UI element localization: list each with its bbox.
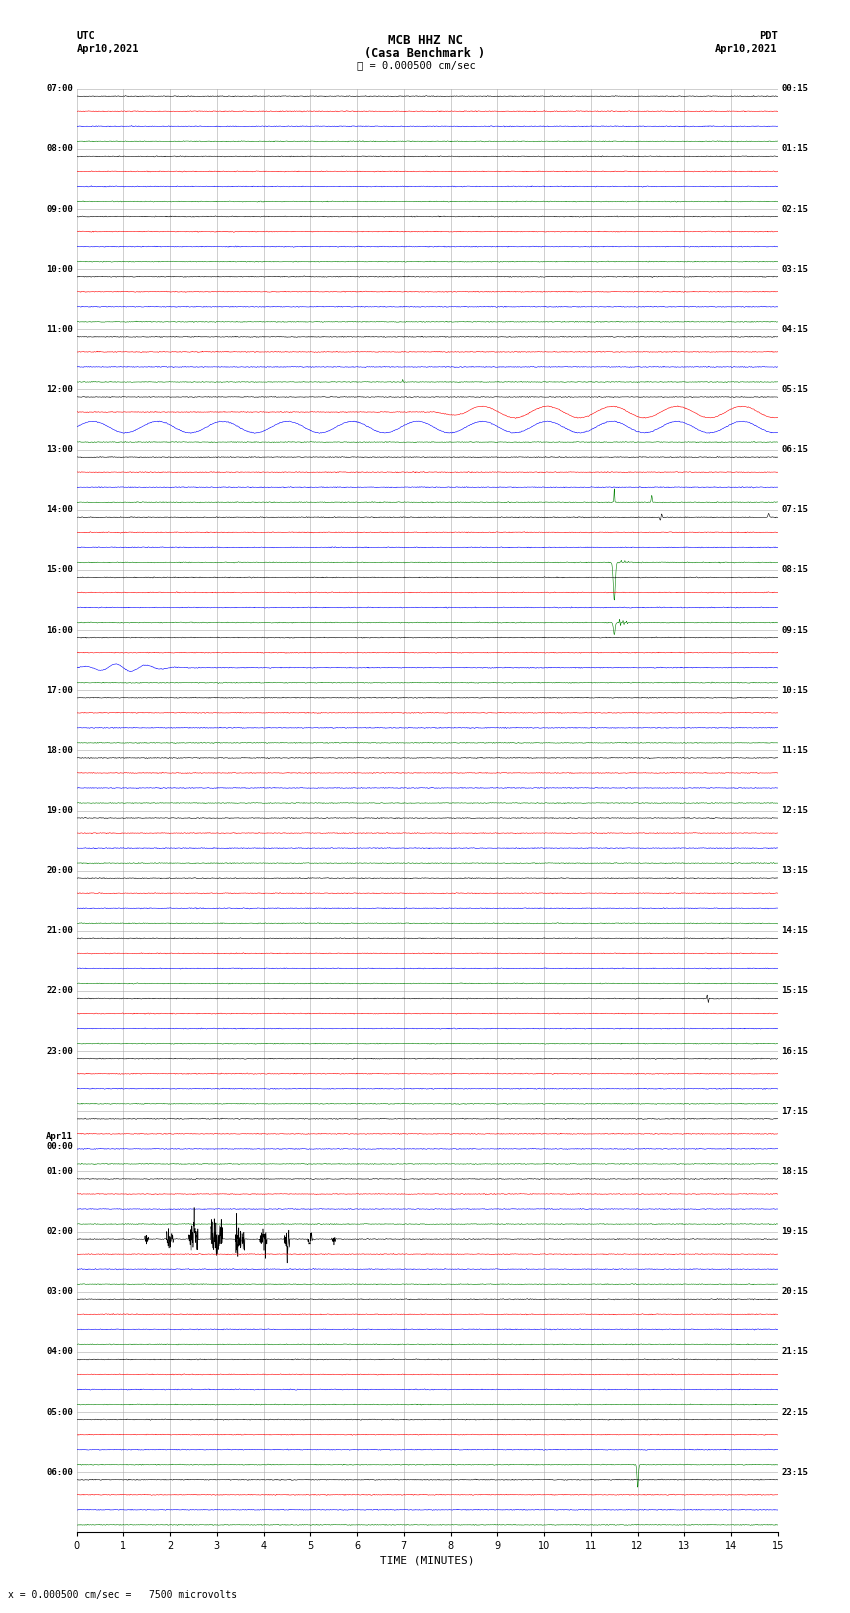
Text: 02:15: 02:15 bbox=[781, 205, 808, 213]
Text: 02:00: 02:00 bbox=[46, 1227, 73, 1236]
Text: 21:15: 21:15 bbox=[781, 1347, 808, 1357]
Text: 08:15: 08:15 bbox=[781, 566, 808, 574]
Text: 01:15: 01:15 bbox=[781, 145, 808, 153]
Text: 22:15: 22:15 bbox=[781, 1408, 808, 1416]
Text: 16:00: 16:00 bbox=[46, 626, 73, 634]
Text: 12:00: 12:00 bbox=[46, 386, 73, 394]
Text: 09:00: 09:00 bbox=[46, 205, 73, 213]
Text: 14:00: 14:00 bbox=[46, 505, 73, 515]
Text: 23:00: 23:00 bbox=[46, 1047, 73, 1055]
Text: 03:15: 03:15 bbox=[781, 265, 808, 274]
Text: 09:15: 09:15 bbox=[781, 626, 808, 634]
Text: x = 0.000500 cm/sec =   7500 microvolts: x = 0.000500 cm/sec = 7500 microvolts bbox=[8, 1590, 238, 1600]
Text: 18:15: 18:15 bbox=[781, 1166, 808, 1176]
Text: (Casa Benchmark ): (Casa Benchmark ) bbox=[365, 47, 485, 60]
Text: 14:15: 14:15 bbox=[781, 926, 808, 936]
Text: 21:00: 21:00 bbox=[46, 926, 73, 936]
Text: 07:15: 07:15 bbox=[781, 505, 808, 515]
Text: 11:00: 11:00 bbox=[46, 324, 73, 334]
Text: 19:00: 19:00 bbox=[46, 806, 73, 815]
Text: 08:00: 08:00 bbox=[46, 145, 73, 153]
Text: 23:15: 23:15 bbox=[781, 1468, 808, 1476]
Text: 01:00: 01:00 bbox=[46, 1166, 73, 1176]
Text: 19:15: 19:15 bbox=[781, 1227, 808, 1236]
Text: 13:15: 13:15 bbox=[781, 866, 808, 876]
Text: PDT: PDT bbox=[759, 31, 778, 40]
Text: Apr10,2021: Apr10,2021 bbox=[76, 44, 139, 53]
Text: 04:00: 04:00 bbox=[46, 1347, 73, 1357]
Text: Apr11
00:00: Apr11 00:00 bbox=[46, 1132, 73, 1152]
Text: 12:15: 12:15 bbox=[781, 806, 808, 815]
Text: 03:00: 03:00 bbox=[46, 1287, 73, 1297]
Text: 16:15: 16:15 bbox=[781, 1047, 808, 1055]
Text: UTC: UTC bbox=[76, 31, 95, 40]
Text: 22:00: 22:00 bbox=[46, 987, 73, 995]
Text: 10:15: 10:15 bbox=[781, 686, 808, 695]
Text: 06:00: 06:00 bbox=[46, 1468, 73, 1476]
Text: 11:15: 11:15 bbox=[781, 745, 808, 755]
Text: 06:15: 06:15 bbox=[781, 445, 808, 455]
Text: 17:00: 17:00 bbox=[46, 686, 73, 695]
Text: 05:15: 05:15 bbox=[781, 386, 808, 394]
Text: 15:00: 15:00 bbox=[46, 566, 73, 574]
Text: ⏐ = 0.000500 cm/sec: ⏐ = 0.000500 cm/sec bbox=[357, 60, 476, 69]
Text: 20:15: 20:15 bbox=[781, 1287, 808, 1297]
X-axis label: TIME (MINUTES): TIME (MINUTES) bbox=[380, 1555, 474, 1566]
Text: 20:00: 20:00 bbox=[46, 866, 73, 876]
Text: 00:15: 00:15 bbox=[781, 84, 808, 94]
Text: 10:00: 10:00 bbox=[46, 265, 73, 274]
Text: MCB HHZ NC: MCB HHZ NC bbox=[388, 34, 462, 47]
Text: 07:00: 07:00 bbox=[46, 84, 73, 94]
Text: 13:00: 13:00 bbox=[46, 445, 73, 455]
Text: Apr10,2021: Apr10,2021 bbox=[715, 44, 778, 53]
Text: 17:15: 17:15 bbox=[781, 1107, 808, 1116]
Text: 05:00: 05:00 bbox=[46, 1408, 73, 1416]
Text: 15:15: 15:15 bbox=[781, 987, 808, 995]
Text: 18:00: 18:00 bbox=[46, 745, 73, 755]
Text: 04:15: 04:15 bbox=[781, 324, 808, 334]
